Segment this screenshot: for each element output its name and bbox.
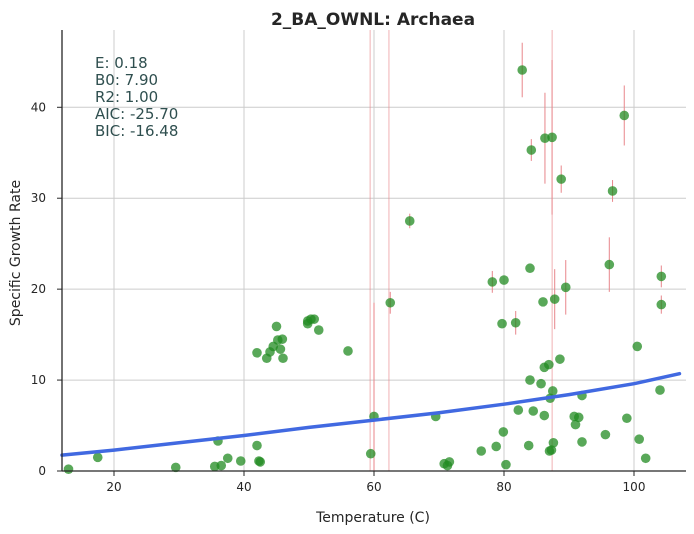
y-axis-label: Specific Growth Rate	[8, 180, 24, 326]
data-point	[278, 353, 288, 364]
data-point	[632, 341, 643, 352]
data-point	[385, 297, 396, 308]
data-point	[92, 452, 103, 463]
data-point	[540, 133, 550, 144]
data-point	[656, 299, 667, 310]
data-point	[343, 346, 353, 356]
data-point	[271, 321, 282, 332]
data-point	[517, 65, 527, 75]
stat-aic: AIC: -25.70	[95, 105, 178, 123]
data-point	[444, 457, 455, 467]
data-point	[525, 375, 535, 385]
chart-title: 2_BA_OWNL: Archaea	[271, 10, 475, 30]
data-point	[252, 347, 262, 358]
data-point	[600, 429, 611, 440]
data-point	[404, 216, 415, 226]
data-point	[538, 297, 548, 307]
data-point	[252, 440, 262, 451]
data-point	[526, 145, 537, 155]
data-point	[222, 453, 233, 464]
fit-curve	[60, 371, 682, 457]
x-axis-label: Temperature (C)	[315, 510, 430, 526]
data-point	[539, 410, 550, 421]
data-point	[476, 446, 487, 456]
data-point	[63, 464, 74, 474]
stat-r2: R2: 1.00	[95, 88, 158, 106]
data-point	[528, 406, 539, 416]
x-tick-label: 20	[106, 480, 121, 494]
data-point	[536, 378, 546, 389]
data-point	[525, 263, 535, 274]
data-point	[622, 413, 632, 424]
y-tick-label: 10	[31, 373, 46, 387]
data-point	[604, 259, 615, 270]
data-point	[365, 448, 376, 459]
data-point	[513, 405, 524, 415]
data-point	[510, 317, 521, 328]
data-point	[235, 456, 246, 466]
data-point	[313, 325, 324, 335]
data-point	[655, 385, 665, 395]
error-bars	[369, 30, 662, 471]
data-point	[544, 359, 554, 370]
fit-statistics: E: 0.18 B0: 7.90 R2: 1.00 AIC: -25.70 BI…	[95, 54, 178, 140]
data-point	[546, 445, 557, 455]
data-point	[619, 110, 630, 121]
data-points	[63, 65, 667, 474]
y-tick-label: 20	[31, 282, 46, 296]
data-point	[498, 427, 509, 437]
data-point	[634, 434, 644, 444]
data-point	[560, 282, 571, 293]
data-point	[577, 437, 587, 447]
data-point	[548, 438, 559, 448]
stat-b0: B0: 7.90	[95, 71, 158, 89]
stat-bic: BIC: -16.48	[95, 122, 178, 140]
data-point	[309, 314, 320, 324]
data-point	[216, 460, 227, 471]
axis-ticks: 20 40 60 80 100 0 10 20 30 40	[31, 100, 646, 494]
data-point	[499, 275, 509, 285]
data-point	[497, 318, 507, 329]
data-point	[275, 344, 286, 354]
x-tick-label: 80	[496, 480, 511, 494]
data-point	[523, 440, 534, 451]
data-point	[170, 462, 181, 473]
data-point	[254, 456, 264, 466]
x-tick-label: 40	[236, 480, 251, 494]
data-point	[556, 174, 566, 184]
data-point	[547, 386, 558, 396]
data-point	[277, 334, 288, 344]
y-tick-label: 30	[31, 191, 46, 205]
x-tick-label: 60	[366, 480, 381, 494]
data-point	[656, 271, 667, 282]
y-tick-label: 40	[31, 100, 46, 114]
data-point	[549, 294, 560, 304]
data-point	[570, 419, 581, 430]
data-point	[491, 441, 502, 452]
data-point	[501, 459, 511, 470]
data-point	[555, 354, 565, 364]
y-tick-label: 0	[38, 464, 46, 478]
data-point	[547, 132, 557, 143]
data-point	[640, 453, 651, 464]
data-point	[487, 277, 498, 287]
data-point	[573, 412, 584, 423]
data-point	[607, 186, 618, 196]
stat-e: E: 0.18	[95, 54, 148, 72]
x-tick-label: 100	[623, 480, 646, 494]
